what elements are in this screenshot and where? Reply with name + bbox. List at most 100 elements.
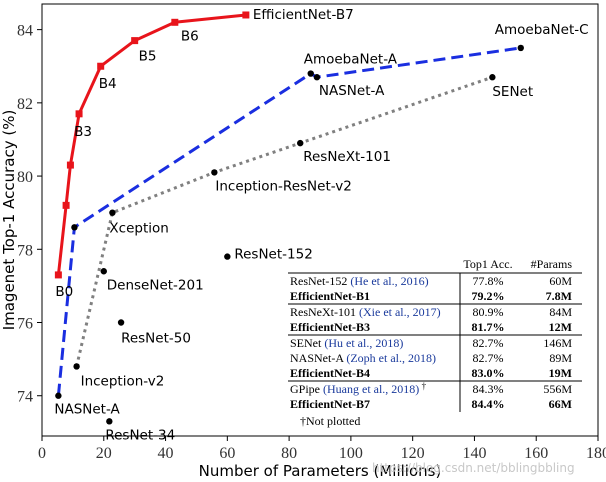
table-params: 146M: [543, 336, 572, 350]
y-tick-label: 84: [17, 23, 33, 40]
data-point: [171, 18, 179, 26]
table-params: 66M: [549, 397, 572, 411]
watermark: https://blog.csdn.net/bblingbbling: [372, 461, 575, 475]
table-model: ResNeXt-101 (Xie et al., 2017): [290, 305, 441, 319]
point-label: SENet: [492, 84, 533, 100]
data-point: [97, 62, 105, 70]
data-point: [131, 37, 139, 45]
data-point: [54, 271, 62, 279]
data-point: [66, 161, 74, 169]
y-tick-label: 78: [17, 242, 33, 259]
series: [54, 11, 524, 425]
table-header-params: #Params: [531, 257, 573, 271]
point-label: ResNet-34: [105, 427, 175, 443]
comparison-table: Top1 Acc. #Params ResNet-152 (He et al., 2…: [288, 257, 582, 428]
x-tick-label: 0: [38, 445, 46, 462]
table-model: EfficientNet-B3: [290, 320, 370, 334]
table-params: 12M: [549, 320, 572, 334]
y-tick-label: 76: [17, 316, 33, 333]
point-label: NASNet-A: [54, 402, 120, 418]
table-acc: 79.2%: [472, 289, 505, 303]
x-axis-title: Number of Parameters (Millions): [199, 462, 442, 480]
data-point: [71, 224, 78, 231]
point-label: ResNet-50: [121, 331, 191, 347]
table-acc: 81.7%: [472, 320, 505, 334]
data-point: [307, 70, 314, 77]
point-label: ResNeXt-101: [303, 149, 391, 165]
x-tick-label: 100: [339, 445, 363, 462]
point-label: B4: [99, 76, 117, 92]
data-point: [109, 209, 116, 216]
table-params: 89M: [549, 351, 572, 365]
series-efficientnet: [54, 11, 250, 279]
table-params: 556M: [543, 382, 572, 396]
axes: 0 20 40 60 80 100 120 140 160 180 74 76 78 80 82 84 Numb…: [0, 3, 606, 480]
data-point: [75, 110, 83, 118]
table-acc: 82.7%: [473, 351, 504, 365]
table-acc: 80.9%: [473, 305, 504, 319]
table-acc: 77.8%: [473, 274, 504, 288]
y-tick-label: 74: [17, 389, 33, 406]
table-model: EfficientNet-B1: [290, 289, 370, 303]
x-tick-label: 20: [96, 445, 112, 462]
table-model: ResNet-152 (He et al., 2016): [290, 274, 429, 288]
data-point: [100, 268, 107, 275]
point-label: DenseNet-201: [107, 277, 204, 293]
table-params: 19M: [549, 366, 572, 380]
table-model: NASNet-A (Zoph et al., 2018): [290, 351, 436, 365]
data-point: [73, 363, 80, 370]
table-model: EfficientNet-B7: [290, 397, 370, 411]
point-label: NASNet-A: [319, 83, 385, 99]
point-label: B3: [74, 124, 92, 140]
table-model: SENet (Hu et al., 2018): [290, 336, 403, 350]
x-tick-label: 160: [524, 445, 548, 462]
x-tick-label: 60: [219, 445, 235, 462]
data-point: [489, 74, 496, 81]
y-tick-label: 80: [17, 169, 33, 186]
table-model: EfficientNet-B4: [290, 366, 370, 380]
data-point: [313, 74, 321, 81]
series-other-unconnected-: [100, 253, 231, 425]
data-point: [242, 11, 250, 19]
y-tick-label: 82: [17, 96, 33, 113]
series-nas-models: [55, 44, 524, 399]
point-label: AmoebaNet-A: [304, 52, 398, 68]
point-label: B6: [181, 28, 199, 44]
point-labels: B0 B3 B4 B5 B6 EfficientNet-B7 NASNet-A AmoebaN…: [54, 7, 588, 443]
table-acc: 83.0%: [472, 366, 505, 380]
point-label: Inception-v2: [81, 373, 165, 389]
plot-frame: [41, 3, 599, 437]
table-header-acc: Top1 Acc.: [463, 257, 512, 271]
x-tick-label: 80: [281, 445, 297, 462]
table-params: 7.8M: [546, 289, 572, 303]
table-acc: 84.3%: [473, 382, 504, 396]
x-tick-label: 180: [586, 445, 606, 462]
point-label: Inception-ResNet-v2: [215, 178, 351, 194]
data-point: [211, 169, 218, 176]
data-point: [224, 253, 231, 260]
series-hand-designed-models: [73, 74, 496, 370]
data-point: [517, 44, 524, 52]
point-label: ResNet-152: [234, 247, 312, 263]
table-acc: 82.7%: [473, 336, 504, 350]
x-tick-label: 120: [401, 445, 425, 462]
table-footnote: †Not plotted: [300, 414, 360, 428]
data-point: [106, 418, 113, 425]
table-model: GPipe (Huang et al., 2018) †: [290, 381, 427, 396]
x-tick-label: 40: [158, 445, 174, 462]
table-params: 60M: [549, 274, 572, 288]
data-point: [117, 319, 125, 326]
series-line: [56, 13, 247, 276]
table-params: 84M: [549, 305, 572, 319]
data-point: [62, 201, 70, 209]
data-point: [55, 392, 62, 399]
x-tick-label: 140: [462, 445, 486, 462]
point-label: B5: [139, 49, 157, 65]
point-label: AmoebaNet-C: [495, 22, 589, 38]
point-label: B0: [55, 284, 73, 300]
data-point: [297, 139, 304, 147]
point-label: Xception: [109, 221, 168, 237]
point-label: EfficientNet-B7: [253, 7, 354, 23]
y-axis-title: Imagenet Top-1 Accuracy (%): [0, 110, 18, 331]
